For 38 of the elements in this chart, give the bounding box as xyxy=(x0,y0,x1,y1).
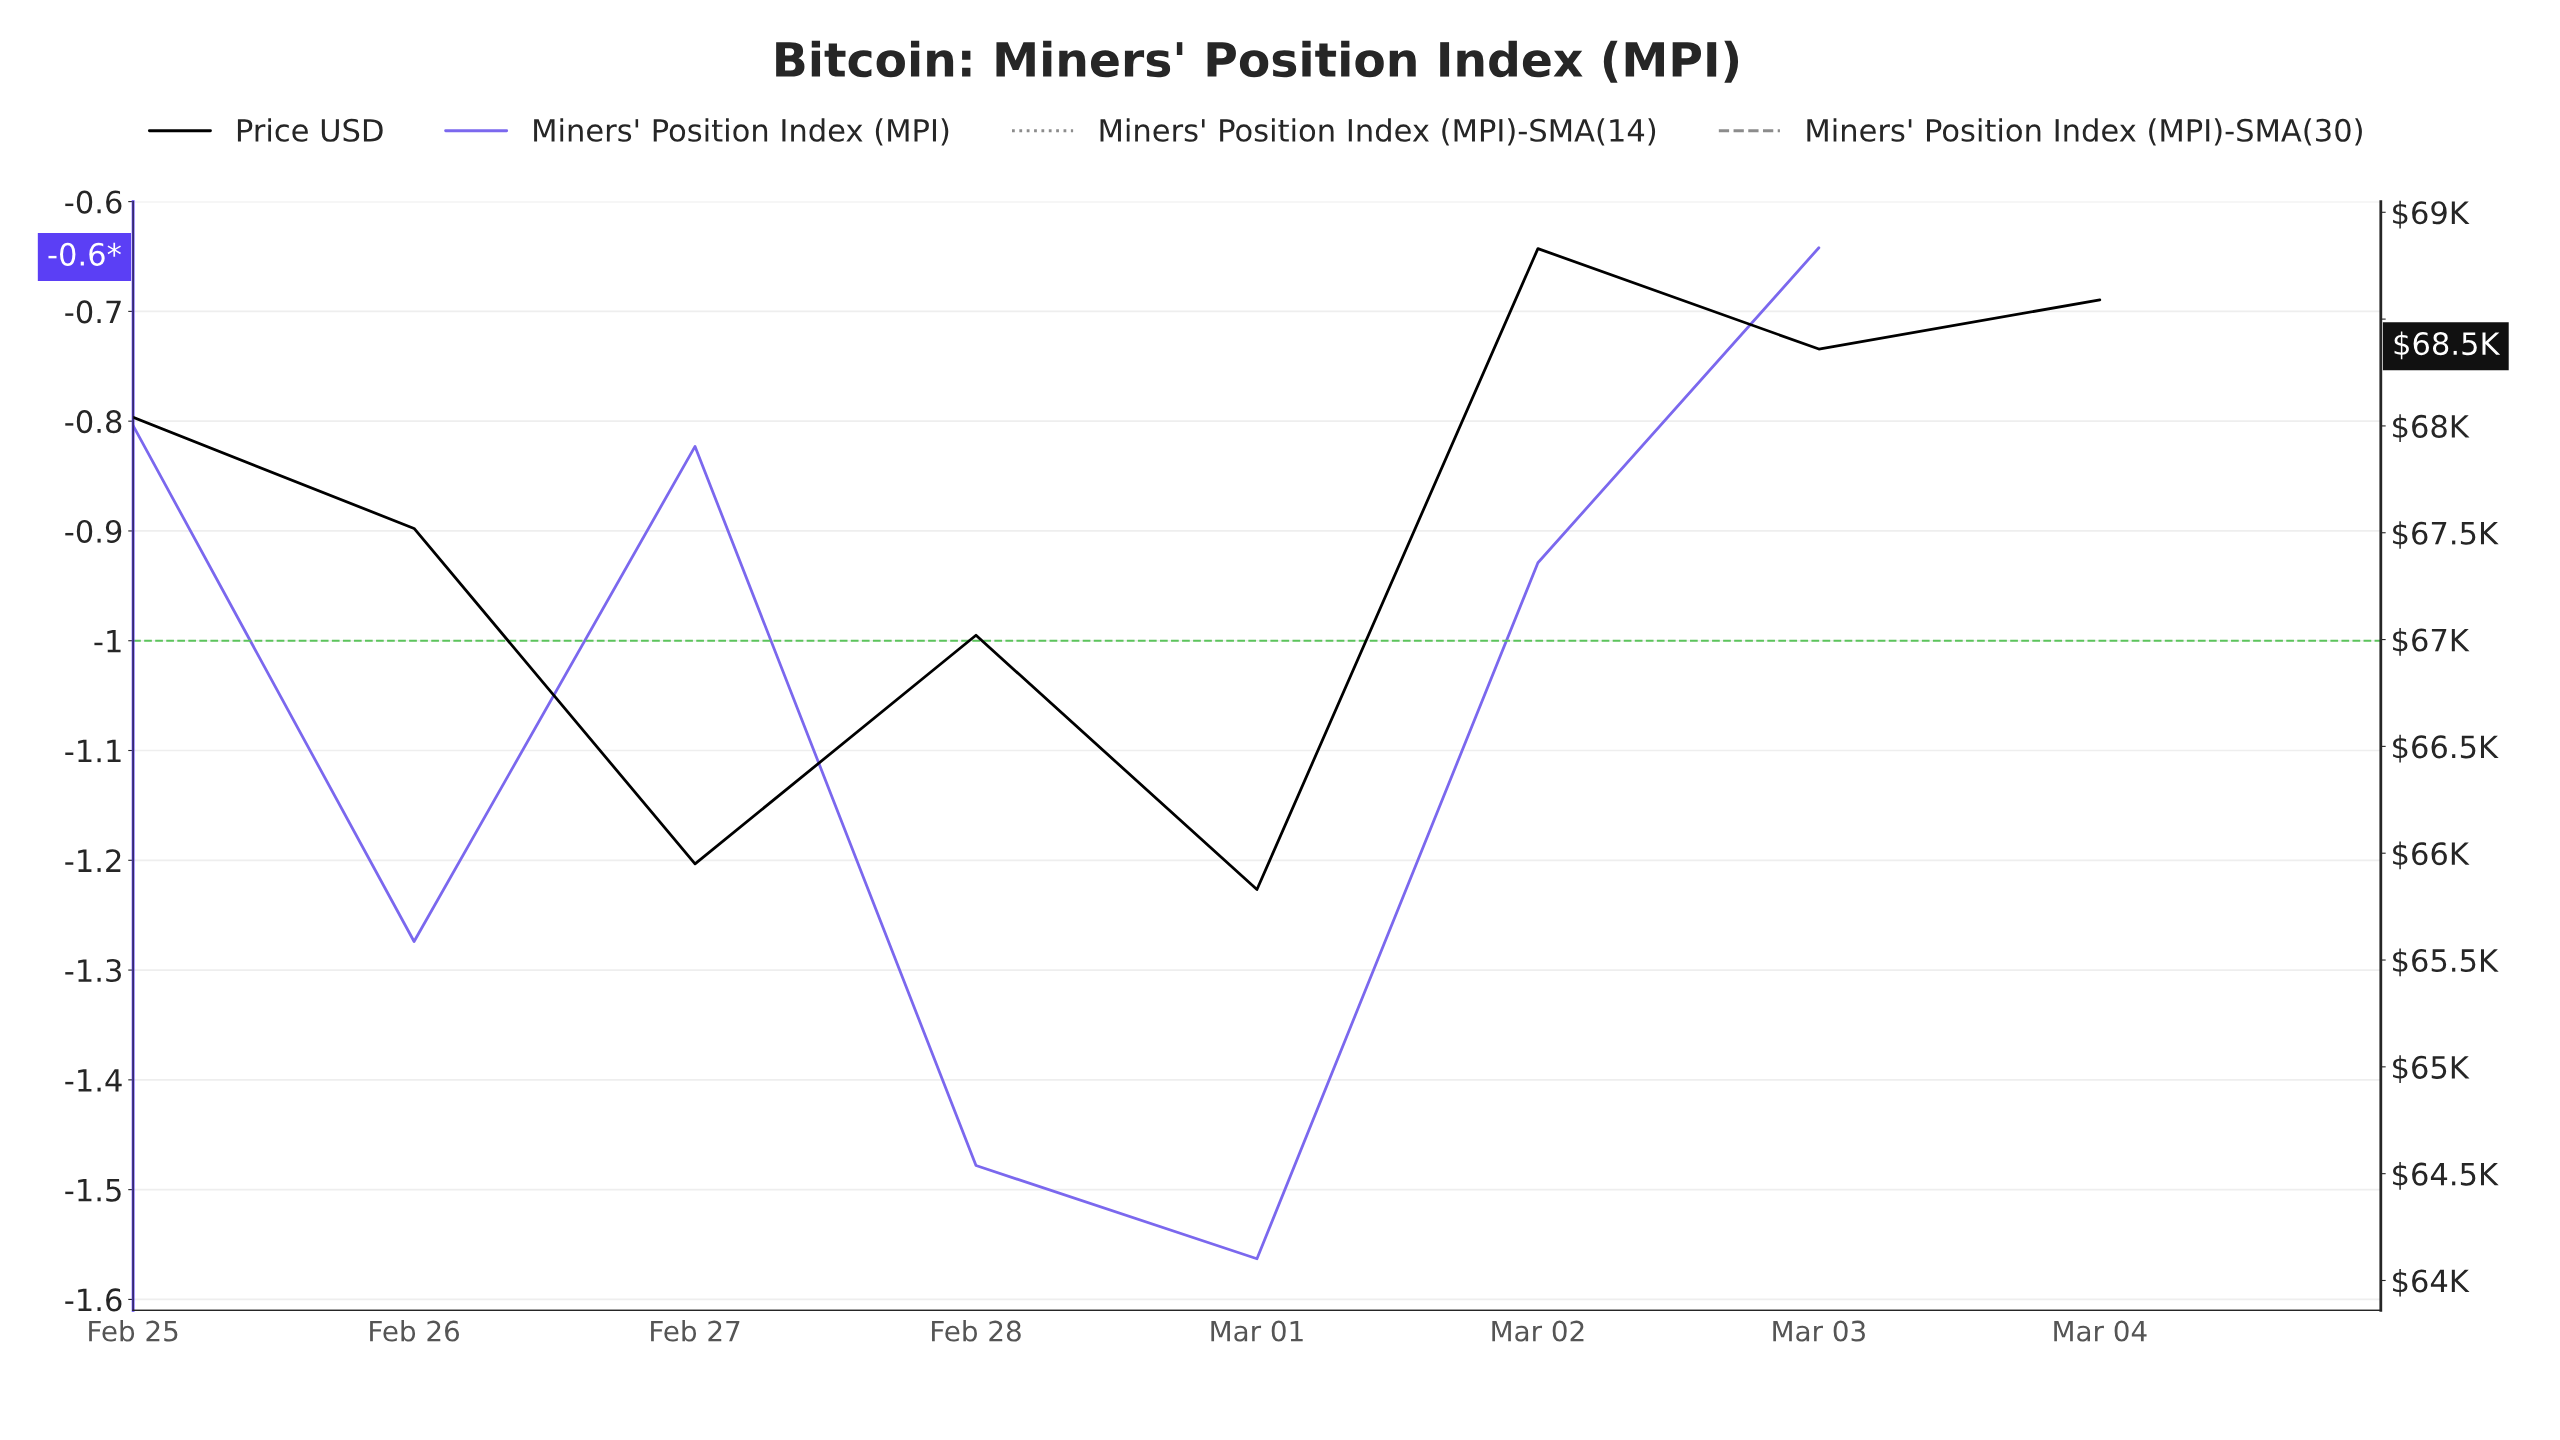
x-tick-label: Mar 02 xyxy=(1492,1320,1584,1342)
y-tick-label: -1.4 xyxy=(65,1069,122,1092)
line-series xyxy=(133,246,1821,1261)
chart-title: Bitcoin: Miners' Position Index (MPI) xyxy=(776,40,1739,83)
y2-tick-label: $64.5K xyxy=(2393,1162,2499,1190)
y-tick-label: -1.6 xyxy=(65,1288,122,1312)
y-tick-label: -0.6 xyxy=(65,190,122,214)
text: -0.6* xyxy=(48,242,121,266)
legend-label: Price USD xyxy=(237,118,383,142)
line-series xyxy=(133,247,2102,891)
y-tick-label: -1.2 xyxy=(65,849,121,872)
x-tick-label: Feb 25 xyxy=(89,1320,178,1342)
x-tick-label: Mar 01 xyxy=(1211,1320,1303,1342)
y2-tick-label: $65.5K xyxy=(2393,948,2499,977)
x-tick-label: Mar 04 xyxy=(2054,1320,2147,1342)
y2-tick-label: $69K xyxy=(2393,200,2470,229)
x-tick-label: Feb 26 xyxy=(370,1320,459,1342)
y2-tick-label: $66K xyxy=(2393,841,2470,870)
y-tick-label: -1 xyxy=(94,630,121,653)
y2-tick-label: $68K xyxy=(2393,414,2470,443)
y-tick-label: -0.9 xyxy=(65,519,122,543)
y-tick-label: -0.8 xyxy=(65,410,122,434)
y2-tick-label: $64K xyxy=(2393,1268,2470,1297)
x-tick-label: Feb 28 xyxy=(932,1320,1021,1342)
y-tick-label: -1.3 xyxy=(65,959,121,983)
y2-tick-label: $66.5K xyxy=(2393,734,2499,763)
legend-label: Miners' Position Index (MPI)-SMA(30) xyxy=(1807,118,2362,146)
x-tick-label: Mar 03 xyxy=(1773,1320,1865,1342)
x-tick-label: Feb 27 xyxy=(651,1320,740,1342)
legend-label: Miners' Position Index (MPI)-SMA(14) xyxy=(1100,118,1656,146)
y2-tick-label: $67K xyxy=(2393,627,2470,656)
legend-label: Miners' Position Index (MPI) xyxy=(534,118,949,146)
text: $68.5K xyxy=(2394,331,2501,360)
y-tick-label: -0.7 xyxy=(65,300,121,324)
y-tick-label: -1.1 xyxy=(65,739,121,763)
y2-tick-label: $67.5K xyxy=(2393,521,2499,549)
y-tick-label: -1.5 xyxy=(65,1178,121,1202)
y2-tick-label: $65K xyxy=(2393,1055,2470,1083)
